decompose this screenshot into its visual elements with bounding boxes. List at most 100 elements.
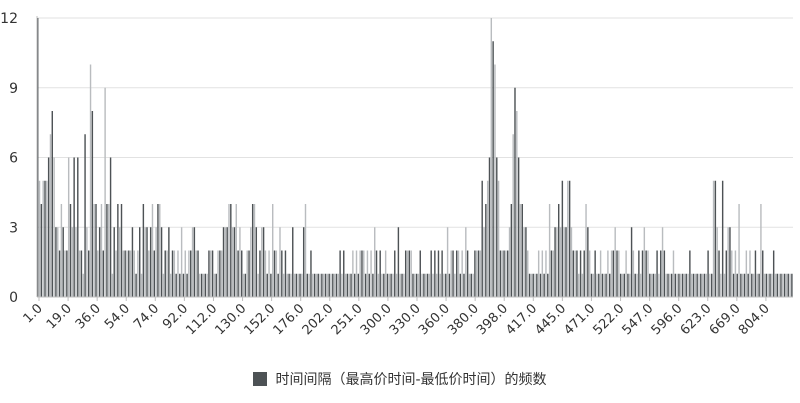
bar: [650, 273, 653, 297]
bar: [118, 227, 121, 297]
x-tick-label: 152.0: [242, 301, 279, 338]
bar: [142, 204, 145, 297]
bar: [100, 204, 103, 297]
bar: [379, 250, 381, 297]
bar: [612, 250, 615, 297]
bar: [645, 250, 647, 297]
bar: [193, 227, 196, 297]
bar: [554, 227, 556, 297]
bar: [75, 227, 77, 297]
bar: [630, 227, 633, 297]
bar: [346, 273, 349, 297]
bar: [182, 273, 185, 297]
bar: [670, 273, 673, 297]
bar: [248, 250, 250, 297]
bar: [762, 250, 764, 297]
bar: [545, 250, 547, 297]
bar: [186, 273, 188, 297]
bar: [692, 273, 695, 297]
bar: [619, 273, 622, 297]
bar: [437, 250, 440, 297]
bar: [590, 273, 593, 297]
bar: [618, 250, 620, 297]
bar: [488, 157, 491, 297]
bar: [503, 250, 505, 297]
x-tick-label: 300.0: [358, 301, 395, 338]
bar: [144, 227, 146, 297]
bar: [197, 250, 199, 297]
bar: [368, 273, 370, 297]
bar: [317, 273, 319, 297]
bar: [740, 273, 742, 297]
bar: [450, 250, 452, 297]
bar: [308, 273, 310, 297]
bar: [408, 250, 411, 297]
bar: [337, 273, 339, 297]
bar: [324, 273, 327, 297]
bar: [712, 180, 715, 297]
bar: [621, 273, 624, 297]
bar: [510, 204, 513, 297]
bar: [541, 250, 544, 297]
bar: [302, 227, 305, 297]
bar: [353, 273, 356, 297]
bar: [250, 227, 252, 297]
bar: [155, 227, 157, 297]
bar: [102, 250, 104, 297]
bar: [321, 273, 323, 297]
bar: [528, 273, 531, 297]
bar: [330, 273, 332, 297]
bar: [304, 204, 307, 297]
bar: [151, 204, 154, 297]
bar: [262, 227, 265, 297]
bar: [364, 273, 367, 297]
bar: [559, 227, 562, 297]
x-tick-label: 669.0: [707, 301, 744, 338]
bar: [98, 227, 101, 297]
bar: [501, 250, 503, 297]
bar: [177, 250, 179, 297]
bar: [53, 157, 55, 297]
bar: [607, 250, 609, 297]
bar: [785, 273, 788, 297]
bar: [343, 250, 345, 297]
bar: [290, 273, 292, 297]
bar: [683, 273, 686, 297]
bar: [55, 227, 57, 297]
bar: [789, 273, 791, 297]
bar: [328, 273, 330, 297]
bar: [140, 273, 143, 297]
y-axis-tick-labels: 0 3 6 9 12: [0, 11, 18, 306]
bar: [180, 227, 183, 297]
bar: [445, 273, 447, 297]
bar: [481, 180, 483, 297]
bar: [93, 204, 95, 297]
bar: [425, 273, 427, 297]
bar: [594, 250, 596, 297]
bar: [231, 227, 234, 297]
bar: [335, 273, 338, 297]
bar: [241, 250, 243, 297]
bar: [122, 250, 125, 297]
bar: [430, 250, 432, 297]
bar: [348, 273, 350, 297]
bar: [377, 273, 380, 297]
bar: [687, 273, 689, 297]
bar: [97, 250, 99, 297]
bar: [588, 250, 591, 297]
bar: [716, 227, 718, 297]
bar: [474, 250, 476, 297]
bar: [266, 273, 268, 297]
bar: [190, 250, 192, 297]
bar: [610, 250, 613, 297]
bar: [375, 250, 378, 297]
legend: 时间间隔（最高价时间-最低价时间）的频数: [0, 366, 800, 392]
bar: [210, 250, 212, 297]
bar: [479, 250, 482, 297]
axes: [36, 16, 793, 301]
bar: [435, 273, 438, 297]
bar: [769, 273, 771, 297]
bar: [579, 250, 582, 297]
bar: [561, 180, 564, 297]
bar: [581, 273, 584, 297]
